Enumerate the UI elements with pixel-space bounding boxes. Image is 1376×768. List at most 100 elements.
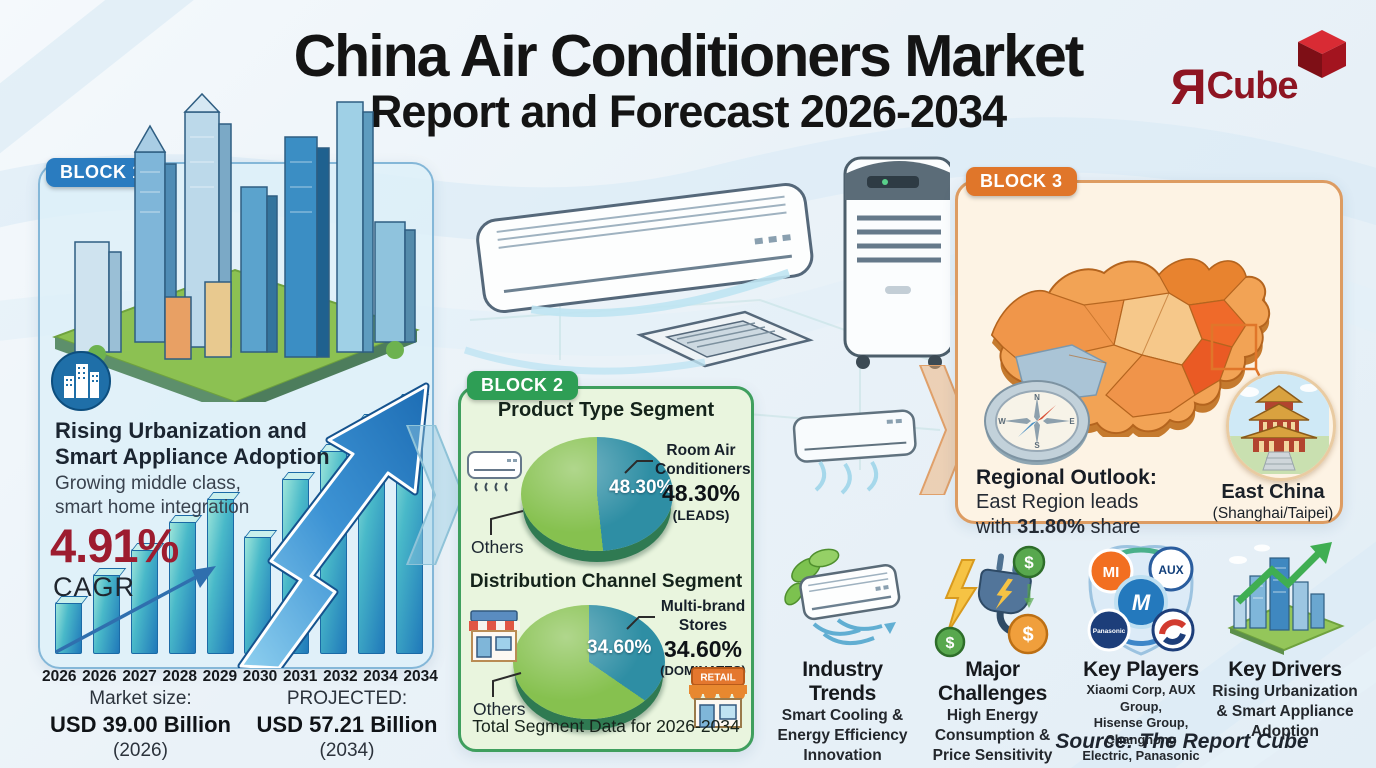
logo-glyph: Я <box>1170 59 1207 115</box>
retail-store-icon: RETAIL <box>689 667 747 728</box>
cagr-value: 4.91% <box>50 519 179 572</box>
product-lead-value: 48.30% <box>661 480 740 506</box>
market-size-projected: PROJECTED: USD 57.21 Billion (2034) <box>252 688 442 762</box>
panasonic-logo: Panasonic <box>1093 628 1126 635</box>
temple-photo-medallion <box>1226 371 1336 481</box>
dist-lead-name: Multi-brand <box>660 598 746 615</box>
source-attribution: Source: The Report Cube <box>1055 730 1309 753</box>
block1-headline: Rising Urbanization and Smart Appliance … <box>55 418 355 470</box>
feature-industry-trends: Industry Trends Smart Cooling & Energy E… <box>770 658 915 766</box>
growth-arrow-3d-icon <box>237 382 430 668</box>
east-china-name: East China <box>1221 481 1325 503</box>
feature-key-players: Key Players Xiaomi Corp, AUX Group, Hise… <box>1066 658 1216 768</box>
feature-title: Key Drivers <box>1228 658 1342 681</box>
urban-buildings-icon <box>51 351 111 411</box>
year-tick: 2029 <box>202 668 238 685</box>
major-challenges-icon: $ $ $ <box>934 545 1049 658</box>
projected-year: (2034) <box>319 740 375 761</box>
block3-label: BLOCK 3 <box>966 167 1077 196</box>
brand-logo: ЯCube <box>1171 28 1348 116</box>
logo-text: Cube <box>1206 65 1299 107</box>
bar <box>92 574 120 654</box>
year-tick: 2034 <box>363 668 398 685</box>
year-tick: 2031 <box>282 668 318 685</box>
year-tick: 2034 <box>403 668 438 685</box>
ac-units-illustration <box>463 156 950 375</box>
year-tick: 2028 <box>162 668 197 685</box>
trend-arrow-icon <box>55 566 216 654</box>
product-pie-chart <box>521 437 673 551</box>
product-segment-heading: Product Type Segment <box>497 399 715 421</box>
feature-title: Key Players <box>1083 658 1199 681</box>
block1-subline-line2: smart home integration <box>55 497 250 518</box>
dist-segment-heading: Distribution Channel Segment <box>469 571 743 592</box>
bar-chart <box>55 398 423 654</box>
block1-headline-line2: Smart Appliance Adoption <box>55 444 330 469</box>
feature-title: Major Challenges <box>937 658 1048 705</box>
compass-e: E <box>1069 417 1075 426</box>
block3-panel: BLOCK 3 N E S <box>955 167 1343 538</box>
year-tick: 2032 <box>323 668 358 685</box>
year-tick: 2030 <box>242 668 278 685</box>
product-slice-label: 48.30% <box>609 477 674 498</box>
wall-ac-small-illustration <box>792 409 917 495</box>
svg-text:$: $ <box>1024 553 1034 572</box>
page-title: China Air Conditioners Market <box>293 23 1085 89</box>
year-tick: 2026 <box>42 668 77 685</box>
regional-outlook-line: East Region leads <box>976 491 1139 513</box>
key-players-logos-icon: MI AUX M Panasonic <box>1087 545 1195 656</box>
product-lead-tag: (LEADS) <box>672 507 730 523</box>
xiaomi-logo: MI <box>1103 564 1120 581</box>
year-axis: 2026 2026 2027 2028 2029 2030 2031 2032 … <box>42 668 438 686</box>
chevron-right-icon <box>405 425 465 565</box>
product-lead-callout: Room Air Conditioners 48.30% (LEADS) <box>655 441 751 523</box>
regional-outlook-title: Regional Outlook: <box>976 466 1157 489</box>
bar <box>206 498 234 654</box>
market-size-label: Market size: <box>89 688 192 709</box>
east-china-sub: (Shanghai/Taipei) <box>1212 505 1334 522</box>
product-others-label: Others <box>471 537 524 557</box>
cagr-label: CAGR <box>53 572 136 602</box>
projected-value: USD 57.21 Billion <box>256 712 438 737</box>
market-size-year: (2026) <box>113 740 168 761</box>
projected-label: PROJECTED: <box>286 688 408 709</box>
svg-text:$: $ <box>946 635 955 652</box>
compass-w: W <box>998 417 1006 426</box>
page-subtitle: Report and Forecast 2026-2034 <box>369 86 1007 137</box>
midea-logo: M <box>1132 590 1151 615</box>
product-lead-name: Room Air <box>666 442 736 459</box>
block1-headline-line1: Rising Urbanization and <box>55 418 307 443</box>
compass-n: N <box>1034 393 1040 402</box>
dist-lead-value: 34.60% <box>663 636 742 662</box>
feature-title: Industry Trends <box>802 658 883 705</box>
industry-trends-icon <box>784 548 901 646</box>
year-tick: 2026 <box>82 668 117 685</box>
block1-subline: Growing middle class, smart home integra… <box>55 472 345 520</box>
retail-sign-text: RETAIL <box>700 673 735 684</box>
block2-panel: BLOCK 2 Product Type Segment 48.30% Othe… <box>458 371 754 752</box>
block2-footer: Total Segment Data for 2026-2034 <box>472 716 740 736</box>
regional-share-value: 31.80% <box>1017 516 1085 538</box>
key-drivers-icon <box>1227 542 1345 655</box>
compass-icon: N E S W <box>984 380 1090 465</box>
regional-outlook-share-line: with 31.80% share <box>976 516 1141 538</box>
feature-key-drivers: Key Drivers Rising Urbanization & Smart … <box>1210 658 1360 742</box>
gree-logo <box>1159 619 1187 635</box>
dist-lead-name: Stores <box>678 617 728 634</box>
block1-subline-line1: Growing middle class, <box>55 473 241 494</box>
svg-text:$: $ <box>1022 624 1033 646</box>
dist-slice-label: 34.60% <box>587 637 652 658</box>
year-tick: 2027 <box>122 668 157 685</box>
cube-icon <box>1298 30 1346 78</box>
storefront-icon <box>469 610 520 662</box>
market-size-current: Market size: USD 39.00 Billion (2026) <box>38 688 243 762</box>
ac-mini-icon <box>467 451 522 492</box>
east-china-caption: East China (Shanghai/Taipei) <box>1198 481 1348 523</box>
aux-logo: AUX <box>1158 563 1183 577</box>
city-illustration <box>52 92 420 402</box>
product-lead-name: Conditioners <box>655 461 751 478</box>
dist-others-label: Others <box>473 699 526 719</box>
dist-lead-callout: Multi-brand Stores 34.60% (DOMINATES) <box>657 597 749 678</box>
market-size-value: USD 39.00 Billion <box>50 712 231 737</box>
